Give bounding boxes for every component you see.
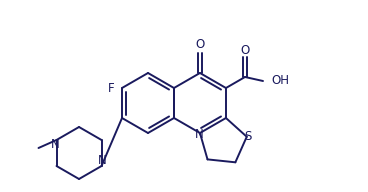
Text: N: N: [195, 127, 204, 141]
Text: F: F: [108, 81, 114, 94]
Text: OH: OH: [271, 74, 289, 88]
Text: O: O: [240, 44, 250, 56]
Text: S: S: [244, 130, 251, 143]
Text: N: N: [51, 138, 60, 151]
Text: N: N: [98, 155, 107, 167]
Text: O: O: [195, 39, 205, 51]
